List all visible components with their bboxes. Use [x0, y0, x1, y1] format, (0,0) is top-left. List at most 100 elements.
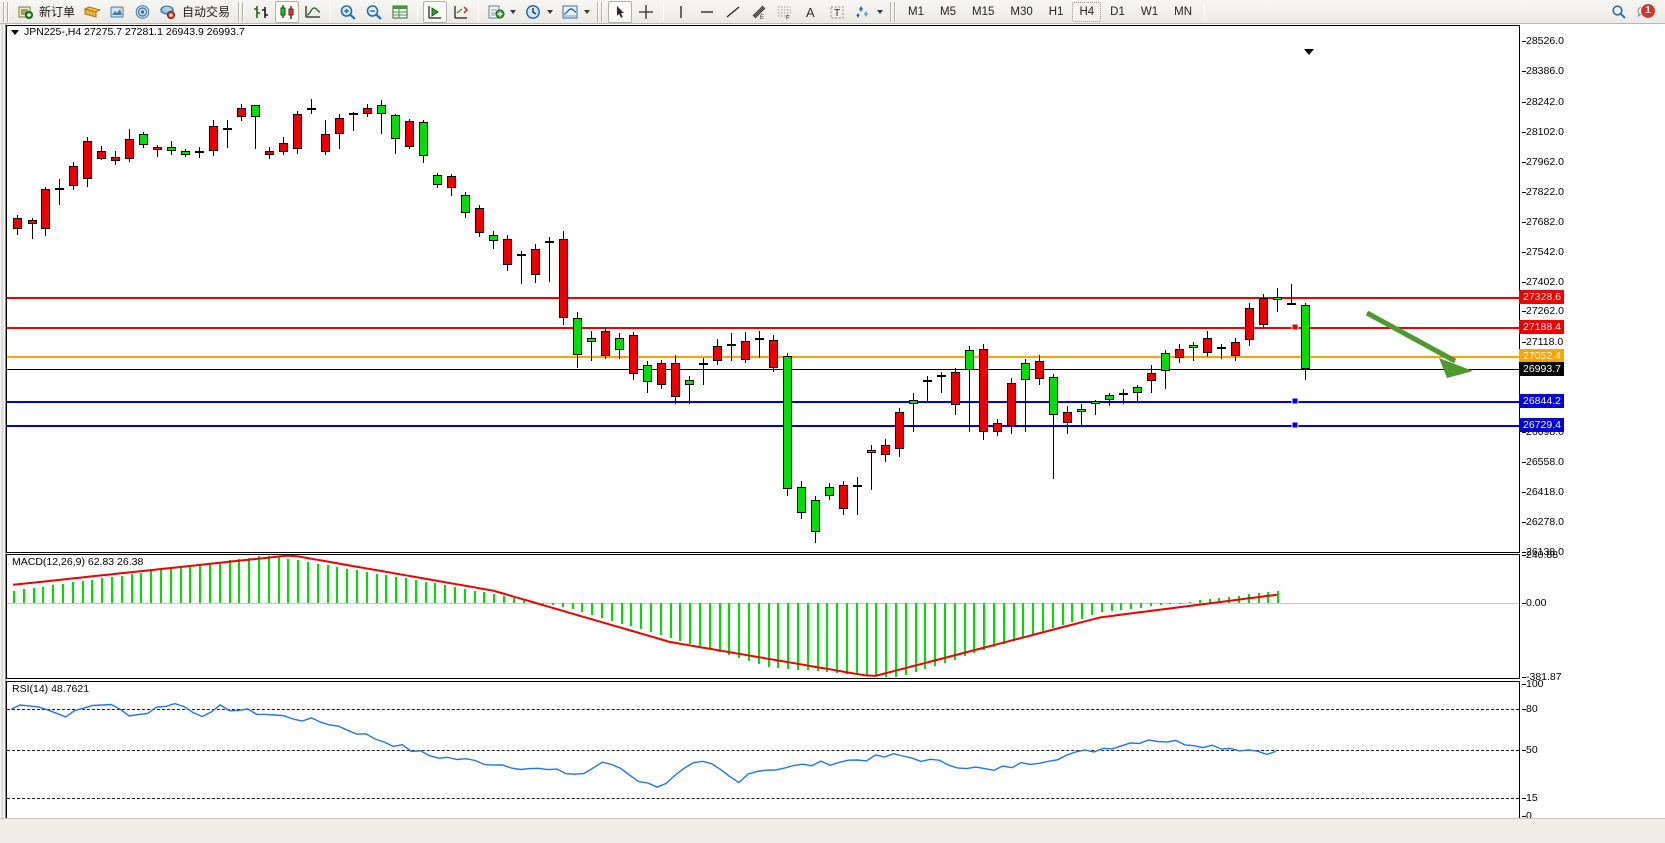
candle-body-bearish — [1244, 307, 1254, 340]
price-level-line-27188.4[interactable] — [7, 327, 1519, 330]
candle-body-bearish — [1034, 361, 1044, 380]
timeframe-h4[interactable]: H4 — [1072, 1, 1102, 22]
horizontal-line-icon[interactable] — [695, 1, 719, 23]
candle — [642, 361, 652, 394]
fibonacci-icon[interactable]: F — [773, 1, 797, 23]
indicators-icon[interactable] — [484, 1, 508, 23]
price-axis-tick: 28386.0 — [1522, 64, 1564, 77]
toolbar-grip[interactable] — [3, 1, 10, 22]
price-level-line-27052.4[interactable] — [7, 356, 1519, 359]
new-order-label[interactable]: 新订单 — [39, 5, 76, 19]
new-order-icon[interactable] — [14, 1, 36, 23]
folder-icon[interactable] — [81, 1, 104, 23]
candle-wick — [254, 105, 256, 150]
candle — [1188, 341, 1198, 362]
chart-shift-icon[interactable] — [449, 1, 473, 23]
candle-wick — [1290, 284, 1292, 306]
timeframe-m1[interactable]: M1 — [908, 5, 925, 18]
candle-wick — [1192, 341, 1194, 362]
candle — [614, 333, 624, 359]
price-axis-tag-resistance-line-upper[interactable]: 27328.6 — [1519, 290, 1564, 305]
macd-panel[interactable]: MACD(12,26,9) 62.83 26.38 — [6, 554, 1520, 679]
timeframe-d1[interactable]: D1 — [1110, 5, 1125, 18]
data-window-icon[interactable] — [388, 1, 412, 23]
level-anchor-handle[interactable] — [1291, 323, 1299, 331]
symbol-header[interactable]: JPN225-,H4 27275.7 27281.1 26943.9 26993… — [9, 26, 247, 38]
macd-axis-tick: 0.00 — [1521, 596, 1547, 609]
period-icon[interactable] — [521, 1, 545, 23]
crosshair-icon[interactable] — [634, 1, 658, 23]
price-axis-tick: 27542.0 — [1522, 245, 1564, 258]
cursor-icon[interactable] — [608, 0, 633, 23]
price-panel[interactable] — [6, 25, 1520, 553]
price-level-line-27328.6[interactable] — [7, 297, 1519, 300]
timeframe-m15[interactable]: M15 — [972, 5, 995, 18]
toolbar-grip-4[interactable] — [890, 1, 898, 22]
shapes-dropdown-arrow[interactable] — [877, 9, 884, 14]
toolbar-grip-3[interactable] — [597, 1, 605, 22]
shapes-icon[interactable] — [851, 1, 875, 23]
macd-histogram-bar — [895, 602, 897, 678]
rsi-panel[interactable]: RSI(14) 48.7621 — [6, 681, 1520, 819]
macd-histogram-bar — [454, 586, 456, 603]
auto-scroll-icon[interactable] — [423, 0, 448, 23]
indicators-dropdown-arrow[interactable] — [510, 9, 517, 14]
rsi-line — [10, 702, 1277, 788]
candle-wick — [758, 331, 760, 358]
level-anchor-handle[interactable] — [1291, 397, 1299, 405]
label-icon[interactable]: T — [825, 1, 849, 23]
price-axis-tag-resistance-line-lower[interactable]: 27188.4 — [1519, 320, 1564, 335]
macd-histogram-bar — [267, 555, 270, 603]
bar-chart-icon[interactable] — [249, 1, 273, 23]
line-chart-icon[interactable] — [301, 1, 325, 23]
timeframe-h1[interactable]: H1 — [1048, 5, 1064, 18]
price-level-line-26844.2[interactable] — [7, 400, 1519, 403]
zoom-out-icon[interactable] — [362, 1, 386, 23]
templates-dropdown-arrow[interactable] — [584, 9, 591, 14]
candle — [180, 149, 190, 157]
channel-icon[interactable]: E — [747, 1, 771, 23]
timeframe-w1[interactable]: W1 — [1140, 5, 1159, 18]
candle — [376, 100, 386, 135]
macd-histogram-bar — [542, 602, 545, 604]
macd-histogram-bar — [1130, 602, 1133, 609]
level-anchor-handle[interactable] — [1291, 421, 1299, 429]
price-axis-tag-pivot-line[interactable]: 27052.4 — [1519, 349, 1564, 364]
macd-histogram-bar — [767, 602, 770, 667]
macd-histogram-bar — [326, 565, 329, 603]
candle-wick — [590, 331, 592, 362]
timeframe-m30[interactable]: M30 — [1010, 5, 1033, 18]
rsi-level-50 — [7, 750, 1519, 751]
price-axis-tag-current-price[interactable]: 26993.7 — [1519, 361, 1564, 376]
signals-icon[interactable] — [131, 1, 154, 23]
timeframe-mn[interactable]: MN — [1174, 5, 1192, 18]
notification-icon[interactable]: 1 — [1633, 1, 1659, 23]
period-dropdown-arrow[interactable] — [547, 9, 554, 14]
price-axis-tag-support-line-upper[interactable]: 26844.2 — [1519, 393, 1564, 408]
price-axis[interactable]: 28526.0 28386.0 28242.0 28102.0 27962.0 27822… — [1519, 25, 1665, 822]
candlestick-chart-icon[interactable] — [275, 0, 300, 23]
search-icon[interactable] — [1607, 1, 1631, 23]
timeframe-m5[interactable]: M5 — [940, 5, 956, 18]
candle — [1258, 293, 1268, 329]
candle — [1132, 384, 1142, 402]
vertical-line-icon[interactable] — [669, 1, 693, 23]
chart-caret-icon[interactable] — [11, 29, 19, 35]
autotrading-label[interactable]: 自动交易 — [182, 5, 231, 19]
macd-signal-line — [12, 555, 1278, 677]
text-icon[interactable]: A — [799, 1, 823, 23]
zoom-in-icon[interactable] — [336, 1, 360, 23]
price-axis-tag-support-line-lower[interactable]: 26729.4 — [1519, 418, 1564, 433]
price-level-line-26993.7[interactable] — [7, 368, 1519, 370]
chart-workspace[interactable]: JPN225-,H4 27275.7 27281.1 26943.9 26993… — [0, 24, 1665, 843]
candle — [740, 332, 750, 364]
profiles-icon[interactable] — [106, 1, 129, 23]
autotrading-icon[interactable] — [156, 1, 179, 23]
price-level-line-26729.4[interactable] — [7, 425, 1519, 428]
toolbar-grip-2[interactable] — [238, 1, 246, 22]
candle-body-bearish — [334, 118, 344, 135]
templates-icon[interactable] — [558, 1, 582, 23]
candle — [586, 331, 596, 362]
trendline-icon[interactable] — [721, 1, 745, 23]
candle — [278, 137, 288, 155]
